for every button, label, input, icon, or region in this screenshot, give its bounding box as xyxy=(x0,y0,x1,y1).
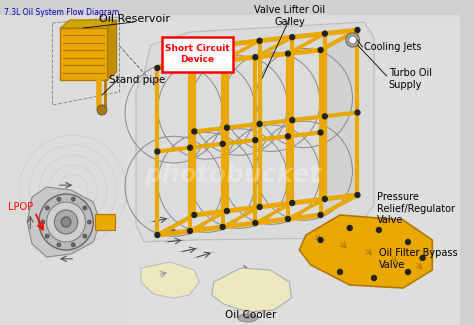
Circle shape xyxy=(257,204,262,210)
Polygon shape xyxy=(0,15,460,325)
Circle shape xyxy=(290,118,295,123)
Text: Valve Lifter Oil
Galley: Valve Lifter Oil Galley xyxy=(254,5,325,27)
Circle shape xyxy=(39,194,93,250)
Text: Short Circuit
Device: Short Circuit Device xyxy=(165,44,229,64)
Circle shape xyxy=(97,105,107,115)
Circle shape xyxy=(61,217,71,227)
Polygon shape xyxy=(27,187,100,257)
Circle shape xyxy=(46,202,85,242)
Circle shape xyxy=(45,234,49,238)
Circle shape xyxy=(285,51,291,56)
FancyBboxPatch shape xyxy=(162,36,233,72)
Polygon shape xyxy=(126,20,460,325)
Circle shape xyxy=(225,209,229,214)
Polygon shape xyxy=(212,268,292,312)
Bar xyxy=(95,214,115,230)
Circle shape xyxy=(318,47,323,53)
Circle shape xyxy=(355,28,360,32)
Circle shape xyxy=(355,192,360,198)
Polygon shape xyxy=(136,22,374,242)
Circle shape xyxy=(318,238,323,242)
Circle shape xyxy=(55,210,78,234)
Circle shape xyxy=(188,228,192,233)
Circle shape xyxy=(285,134,291,139)
Circle shape xyxy=(318,213,323,217)
Circle shape xyxy=(41,220,45,224)
Text: Oil Cooler: Oil Cooler xyxy=(225,310,276,320)
Circle shape xyxy=(45,206,49,210)
Circle shape xyxy=(225,42,229,47)
Circle shape xyxy=(71,197,75,201)
Circle shape xyxy=(57,243,61,247)
Circle shape xyxy=(285,216,291,222)
Text: Pressure
Relief/Regulator
Valve: Pressure Relief/Regulator Valve xyxy=(377,192,455,225)
Polygon shape xyxy=(60,20,117,28)
Circle shape xyxy=(372,276,376,280)
Circle shape xyxy=(376,227,381,232)
Text: 7.3L Oil System Flow Diagram: 7.3L Oil System Flow Diagram xyxy=(4,8,119,17)
Text: Oil Reservoir: Oil Reservoir xyxy=(99,14,170,24)
Circle shape xyxy=(87,220,91,224)
Circle shape xyxy=(322,197,327,202)
Circle shape xyxy=(83,234,87,238)
Circle shape xyxy=(420,255,425,261)
Circle shape xyxy=(406,240,410,244)
Circle shape xyxy=(318,130,323,135)
Circle shape xyxy=(71,243,75,247)
Circle shape xyxy=(83,206,87,210)
Circle shape xyxy=(322,31,327,36)
Circle shape xyxy=(192,213,197,217)
Circle shape xyxy=(155,232,160,238)
Circle shape xyxy=(220,58,225,63)
Text: Oil Filter Bypass
Valve: Oil Filter Bypass Valve xyxy=(379,248,457,270)
Circle shape xyxy=(192,129,197,134)
Text: Turbo Oil
Supply: Turbo Oil Supply xyxy=(389,68,432,90)
Polygon shape xyxy=(141,262,199,298)
Circle shape xyxy=(225,125,229,130)
Circle shape xyxy=(57,197,61,201)
Circle shape xyxy=(253,137,258,143)
Circle shape xyxy=(188,145,192,150)
Circle shape xyxy=(322,114,327,119)
Ellipse shape xyxy=(238,314,257,322)
Circle shape xyxy=(346,33,359,47)
Circle shape xyxy=(257,122,262,126)
Text: photobucket: photobucket xyxy=(145,163,322,187)
Circle shape xyxy=(290,201,295,205)
Circle shape xyxy=(290,35,295,40)
Circle shape xyxy=(406,269,410,275)
Circle shape xyxy=(188,62,192,67)
Circle shape xyxy=(155,149,160,154)
Circle shape xyxy=(253,220,258,226)
Polygon shape xyxy=(320,30,357,215)
Bar xyxy=(60,28,107,80)
Circle shape xyxy=(155,66,160,71)
Circle shape xyxy=(220,141,225,146)
Polygon shape xyxy=(299,215,432,288)
Circle shape xyxy=(355,110,360,115)
Circle shape xyxy=(347,226,352,230)
Circle shape xyxy=(337,269,342,275)
Text: Stand pipe: Stand pipe xyxy=(109,75,165,85)
Circle shape xyxy=(192,46,197,50)
Polygon shape xyxy=(157,50,320,235)
Polygon shape xyxy=(157,30,357,68)
Circle shape xyxy=(257,38,262,43)
Circle shape xyxy=(349,36,356,44)
Polygon shape xyxy=(107,20,117,80)
Circle shape xyxy=(253,55,258,60)
Text: Cooling Jets: Cooling Jets xyxy=(365,42,422,52)
Circle shape xyxy=(220,225,225,229)
Text: LPOP: LPOP xyxy=(8,202,33,212)
